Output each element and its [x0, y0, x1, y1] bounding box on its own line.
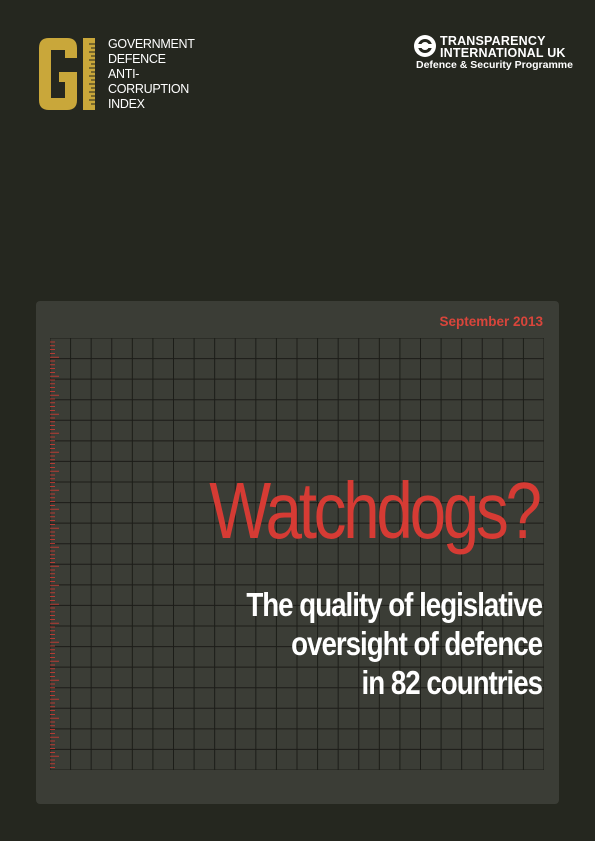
ti-programme: Defence & Security Programme — [416, 59, 573, 71]
ti-logo: TRANSPARENCY INTERNATIONAL UK Defence & … — [413, 34, 573, 74]
gi-line-government: GOVERNMENT — [108, 37, 195, 51]
subtitle-line-2: oversight of defence — [291, 625, 543, 662]
report-title: Watchdogs? — [209, 466, 543, 555]
subtitle-line-3: in 82 countries — [361, 664, 543, 701]
gi-logo — [37, 36, 105, 112]
gi-line-defence: DEFENCE — [108, 52, 166, 66]
gi-logo-text: GOVERNMENT DEFENCE ANTI- CORRUPTION INDE… — [108, 37, 195, 112]
publication-date: September 2013 — [439, 314, 543, 329]
gi-line-index: INDEX — [108, 97, 145, 111]
ti-emblem-icon — [414, 35, 436, 57]
gi-line-corruption: CORRUPTION — [108, 82, 190, 96]
subtitle-line-1: The quality of legislative — [246, 586, 543, 623]
report-subtitle: The quality of legislative oversight of … — [246, 585, 543, 702]
ti-name-line2: INTERNATIONAL UK — [440, 46, 566, 60]
ti-name-line1: TRANSPARENCY — [440, 34, 546, 48]
grid-background — [50, 338, 544, 770]
gi-logo-mark — [39, 38, 95, 110]
gi-line-anti: ANTI- — [108, 67, 140, 81]
cover-panel: September 2013 Watchdogs? The quality of… — [36, 301, 559, 804]
